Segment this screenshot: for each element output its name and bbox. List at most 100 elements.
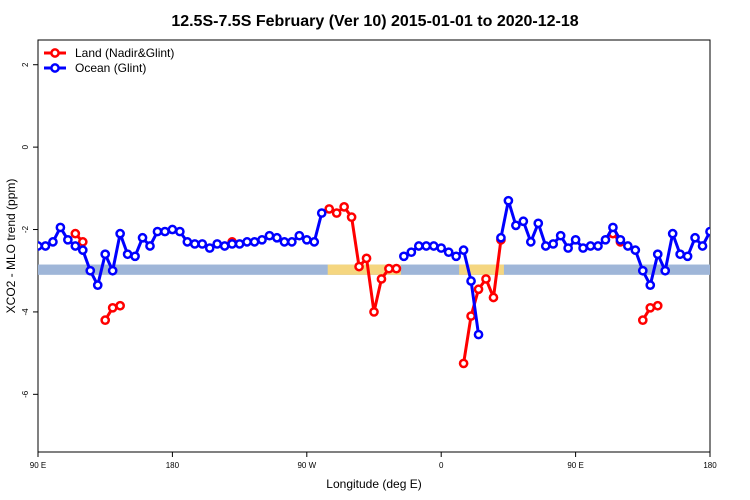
- ocean-point: [714, 228, 721, 235]
- y-tick-label: 0: [21, 144, 30, 149]
- land-point: [391, 263, 402, 274]
- y-tick-label: -2: [21, 225, 30, 233]
- land-point: [481, 274, 491, 284]
- ocean-point: [264, 230, 275, 241]
- ocean-point: [189, 239, 200, 249]
- ocean-series-line: [403, 244, 481, 335]
- legend-label-ocean: Ocean (Glint): [75, 61, 146, 75]
- x-tick-label: 0: [439, 461, 444, 470]
- x-tick-label: 180: [166, 461, 180, 470]
- ocean-point: [160, 226, 170, 237]
- ocean-point: [623, 241, 633, 251]
- ocean-point: [249, 237, 260, 247]
- land-point: [70, 228, 81, 239]
- ocean-point: [436, 243, 447, 253]
- ocean-point: [458, 245, 469, 255]
- land-point: [100, 315, 111, 326]
- land-point: [473, 284, 484, 295]
- ocean-point: [675, 249, 685, 260]
- ocean-point: [55, 222, 66, 233]
- ocean-point: [667, 228, 678, 239]
- ocean-point: [115, 228, 125, 239]
- ocean-point: [555, 230, 566, 241]
- land-band-0: [327, 264, 401, 275]
- y-axis-label: XCO2 - MLO trend (ppm): [4, 179, 18, 314]
- ocean-point: [563, 243, 573, 253]
- series-group: [38, 195, 721, 369]
- land-point: [384, 263, 394, 274]
- ocean-point: [219, 241, 230, 251]
- ocean-point: [637, 265, 648, 276]
- ocean-point: [443, 247, 454, 258]
- ocean-point: [518, 216, 529, 227]
- y-axis: -6 -4 -2 0 2: [21, 62, 38, 398]
- ocean-point: [175, 226, 185, 237]
- ocean-point: [152, 226, 163, 237]
- land-point: [77, 237, 88, 247]
- ocean-point: [496, 232, 506, 243]
- ocean-point: [122, 249, 133, 260]
- legend-label-land: Land (Nadir&Glint): [75, 46, 174, 60]
- ocean-point: [38, 241, 43, 251]
- land-point: [331, 208, 342, 218]
- legend-marker-land: [50, 48, 60, 58]
- ocean-point: [145, 241, 155, 251]
- plot-series: [38, 195, 721, 369]
- ocean-point: [630, 245, 641, 255]
- legend: Land (Nadir&Glint) Ocean (Glint): [44, 46, 174, 75]
- ocean-point: [212, 239, 223, 249]
- ocean-point: [48, 237, 58, 247]
- ocean-point: [652, 249, 663, 260]
- ocean-point: [85, 265, 96, 276]
- x-tick-label: 180: [703, 461, 717, 470]
- legend-marker-ocean: [50, 63, 60, 73]
- ocean-point: [570, 234, 581, 245]
- land-point: [115, 300, 125, 311]
- ocean-point: [92, 280, 103, 290]
- ocean-point: [466, 276, 476, 286]
- ocean-point: [279, 237, 290, 247]
- ocean-point: [287, 237, 297, 247]
- ocean-point: [272, 232, 282, 243]
- land-point: [376, 274, 387, 284]
- land-point: [637, 315, 648, 326]
- ocean-point: [40, 241, 51, 251]
- land-point: [107, 302, 118, 313]
- land-point: [324, 204, 335, 214]
- x-tick-label: 90 E: [30, 461, 46, 470]
- ocean-point: [593, 241, 603, 251]
- ocean-point: [578, 243, 588, 253]
- ocean-point: [660, 265, 671, 276]
- ocean-point: [615, 234, 626, 245]
- ocean-point: [309, 237, 320, 247]
- ocean-point: [413, 241, 424, 251]
- ocean-point: [301, 234, 312, 245]
- surface-band: [38, 264, 710, 275]
- y-tick-label: -6: [21, 390, 30, 398]
- x-axis: 90 E 180 90 W 0 90 E 180: [30, 452, 717, 470]
- chart-title: 12.5S-7.5S February (Ver 10) 2015-01-01 …: [171, 13, 578, 30]
- land-point: [458, 358, 469, 369]
- land-series-line: [462, 239, 503, 364]
- ocean-point: [697, 241, 708, 251]
- ocean-point: [451, 251, 461, 262]
- ocean-point: [227, 239, 237, 249]
- land-point: [369, 307, 379, 317]
- ocean-point: [511, 220, 521, 231]
- land-point: [645, 302, 656, 313]
- ocean-point: [167, 224, 178, 235]
- ocean-point: [525, 237, 536, 247]
- ocean-point: [63, 234, 73, 245]
- ocean-point: [399, 251, 409, 262]
- ocean-point: [182, 237, 193, 247]
- x-axis-label: Longitude (deg E): [326, 477, 421, 491]
- ocean-point: [234, 239, 245, 249]
- land-point: [466, 311, 476, 321]
- ocean-point: [406, 247, 417, 258]
- ocean-point: [421, 241, 432, 251]
- y-tick-label: -4: [21, 308, 30, 316]
- ocean-point: [705, 226, 710, 237]
- ocean-point: [533, 218, 544, 229]
- x-tick-label: 90 W: [297, 461, 316, 470]
